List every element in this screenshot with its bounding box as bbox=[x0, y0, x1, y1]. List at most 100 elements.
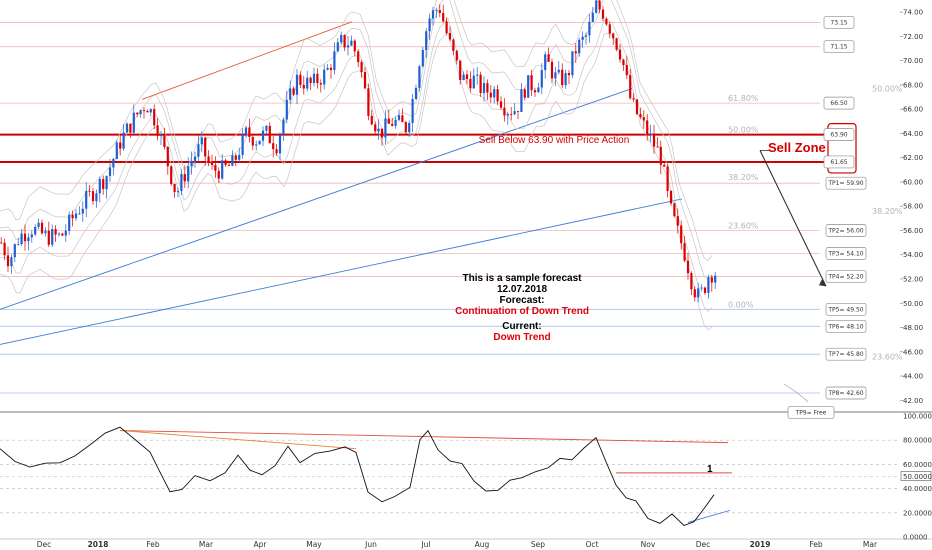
candle-body bbox=[513, 111, 516, 115]
target-box-frame bbox=[825, 247, 867, 260]
candle-body bbox=[547, 54, 550, 62]
candle-body bbox=[510, 114, 513, 115]
candle-body bbox=[333, 51, 336, 71]
target-box-frame bbox=[825, 176, 867, 190]
candle-body bbox=[686, 260, 690, 274]
candle-body bbox=[51, 229, 54, 245]
candle-body bbox=[299, 74, 302, 85]
candle-body bbox=[578, 39, 581, 54]
y-tick-label: 42.00 bbox=[903, 397, 923, 405]
candle-body bbox=[132, 112, 135, 133]
candle-body bbox=[401, 115, 404, 123]
osc-tick-label: 20.0000 bbox=[903, 509, 932, 517]
candle-body bbox=[27, 237, 30, 242]
candle-body bbox=[210, 162, 214, 165]
target-box: 61.65 bbox=[823, 155, 855, 169]
target-box-label: TP3= 54.10 bbox=[827, 251, 863, 258]
candle-body bbox=[425, 31, 428, 50]
candle-body bbox=[503, 107, 506, 116]
candle-body bbox=[435, 10, 438, 11]
candle-body bbox=[64, 230, 67, 236]
x-tick-label: 2019 bbox=[750, 540, 771, 549]
candle-body bbox=[615, 38, 618, 50]
target-box-label: 61.65 bbox=[830, 159, 847, 166]
candle-body bbox=[673, 203, 676, 217]
candle-body bbox=[387, 118, 390, 124]
candle-body bbox=[700, 287, 703, 289]
candle-body bbox=[23, 233, 27, 242]
candle-body bbox=[459, 60, 462, 81]
target-box-frame bbox=[825, 224, 867, 237]
candle-body bbox=[622, 59, 625, 66]
target-box-label: TP8= 42.60 bbox=[827, 390, 863, 397]
blue-trendline-upper bbox=[0, 88, 633, 310]
y-tick-label: 62.00 bbox=[903, 154, 923, 162]
target-box-frame bbox=[823, 128, 855, 141]
candle-body bbox=[312, 73, 316, 84]
y-tick-label: 60.00 bbox=[903, 178, 923, 186]
candle-body bbox=[418, 66, 421, 89]
candle-body bbox=[680, 225, 683, 244]
candle-body bbox=[710, 277, 713, 283]
target-box-label: TP1= 59.90 bbox=[827, 180, 863, 187]
candle-body bbox=[163, 134, 166, 147]
target-box-frame bbox=[825, 347, 867, 361]
target-box-frame bbox=[823, 96, 855, 110]
candle-body bbox=[57, 233, 61, 235]
candle-body bbox=[17, 244, 20, 245]
target-box-label: TP6= 48.10 bbox=[827, 323, 863, 330]
candle-body bbox=[265, 125, 268, 131]
candle-body bbox=[13, 244, 16, 258]
candle-body bbox=[119, 142, 122, 149]
target-box-frame bbox=[787, 406, 835, 419]
candle-body bbox=[639, 113, 642, 118]
candle-body bbox=[666, 166, 669, 191]
candle-body bbox=[601, 9, 605, 19]
fib-right-label: 50.00% bbox=[872, 85, 903, 94]
candle-body bbox=[40, 222, 44, 234]
candle-body bbox=[306, 77, 309, 89]
target-box: 66.50 bbox=[823, 96, 855, 110]
candle-body bbox=[326, 67, 329, 70]
candle-body bbox=[669, 190, 673, 204]
candle-body bbox=[346, 45, 350, 48]
y-tick-label: 52.00 bbox=[903, 275, 923, 283]
fib-right-label: 23.60% bbox=[872, 353, 903, 362]
candle-body bbox=[149, 109, 152, 113]
candle-body bbox=[295, 74, 299, 95]
x-tick-label: Feb bbox=[146, 540, 160, 549]
candle-body bbox=[37, 222, 40, 227]
candle-body bbox=[142, 110, 146, 112]
candle-body bbox=[554, 72, 557, 79]
y-tick-label: 44.00 bbox=[903, 373, 923, 381]
target-box: TP2= 56.00 bbox=[825, 224, 867, 237]
candle-body bbox=[714, 275, 717, 283]
candle-body bbox=[95, 193, 98, 202]
candle-body bbox=[275, 149, 278, 154]
candle-body bbox=[496, 89, 499, 102]
osc-red-trendline-long bbox=[119, 430, 729, 444]
outer-band bbox=[0, 32, 713, 331]
candle-body bbox=[571, 51, 574, 76]
candle-body bbox=[187, 166, 190, 182]
target-box: TP9= Free bbox=[787, 406, 835, 419]
candle-body bbox=[618, 49, 622, 60]
candle-body bbox=[697, 288, 700, 298]
target-box-frame bbox=[823, 155, 855, 169]
oscillator-annotation: 1 bbox=[707, 464, 713, 475]
candle-body bbox=[200, 137, 203, 145]
candle-body bbox=[360, 62, 363, 73]
candle-body bbox=[537, 87, 540, 93]
candle-body bbox=[319, 83, 322, 85]
outer-band bbox=[0, 0, 713, 261]
candle-body bbox=[683, 243, 686, 261]
oscillator-line bbox=[0, 426, 715, 527]
candle-body bbox=[499, 101, 503, 108]
candle-body bbox=[3, 242, 6, 256]
candle-body bbox=[234, 155, 237, 160]
candle-body bbox=[285, 99, 288, 120]
candle-body bbox=[309, 77, 312, 84]
candle-body bbox=[85, 191, 88, 209]
candle-body bbox=[173, 183, 176, 193]
